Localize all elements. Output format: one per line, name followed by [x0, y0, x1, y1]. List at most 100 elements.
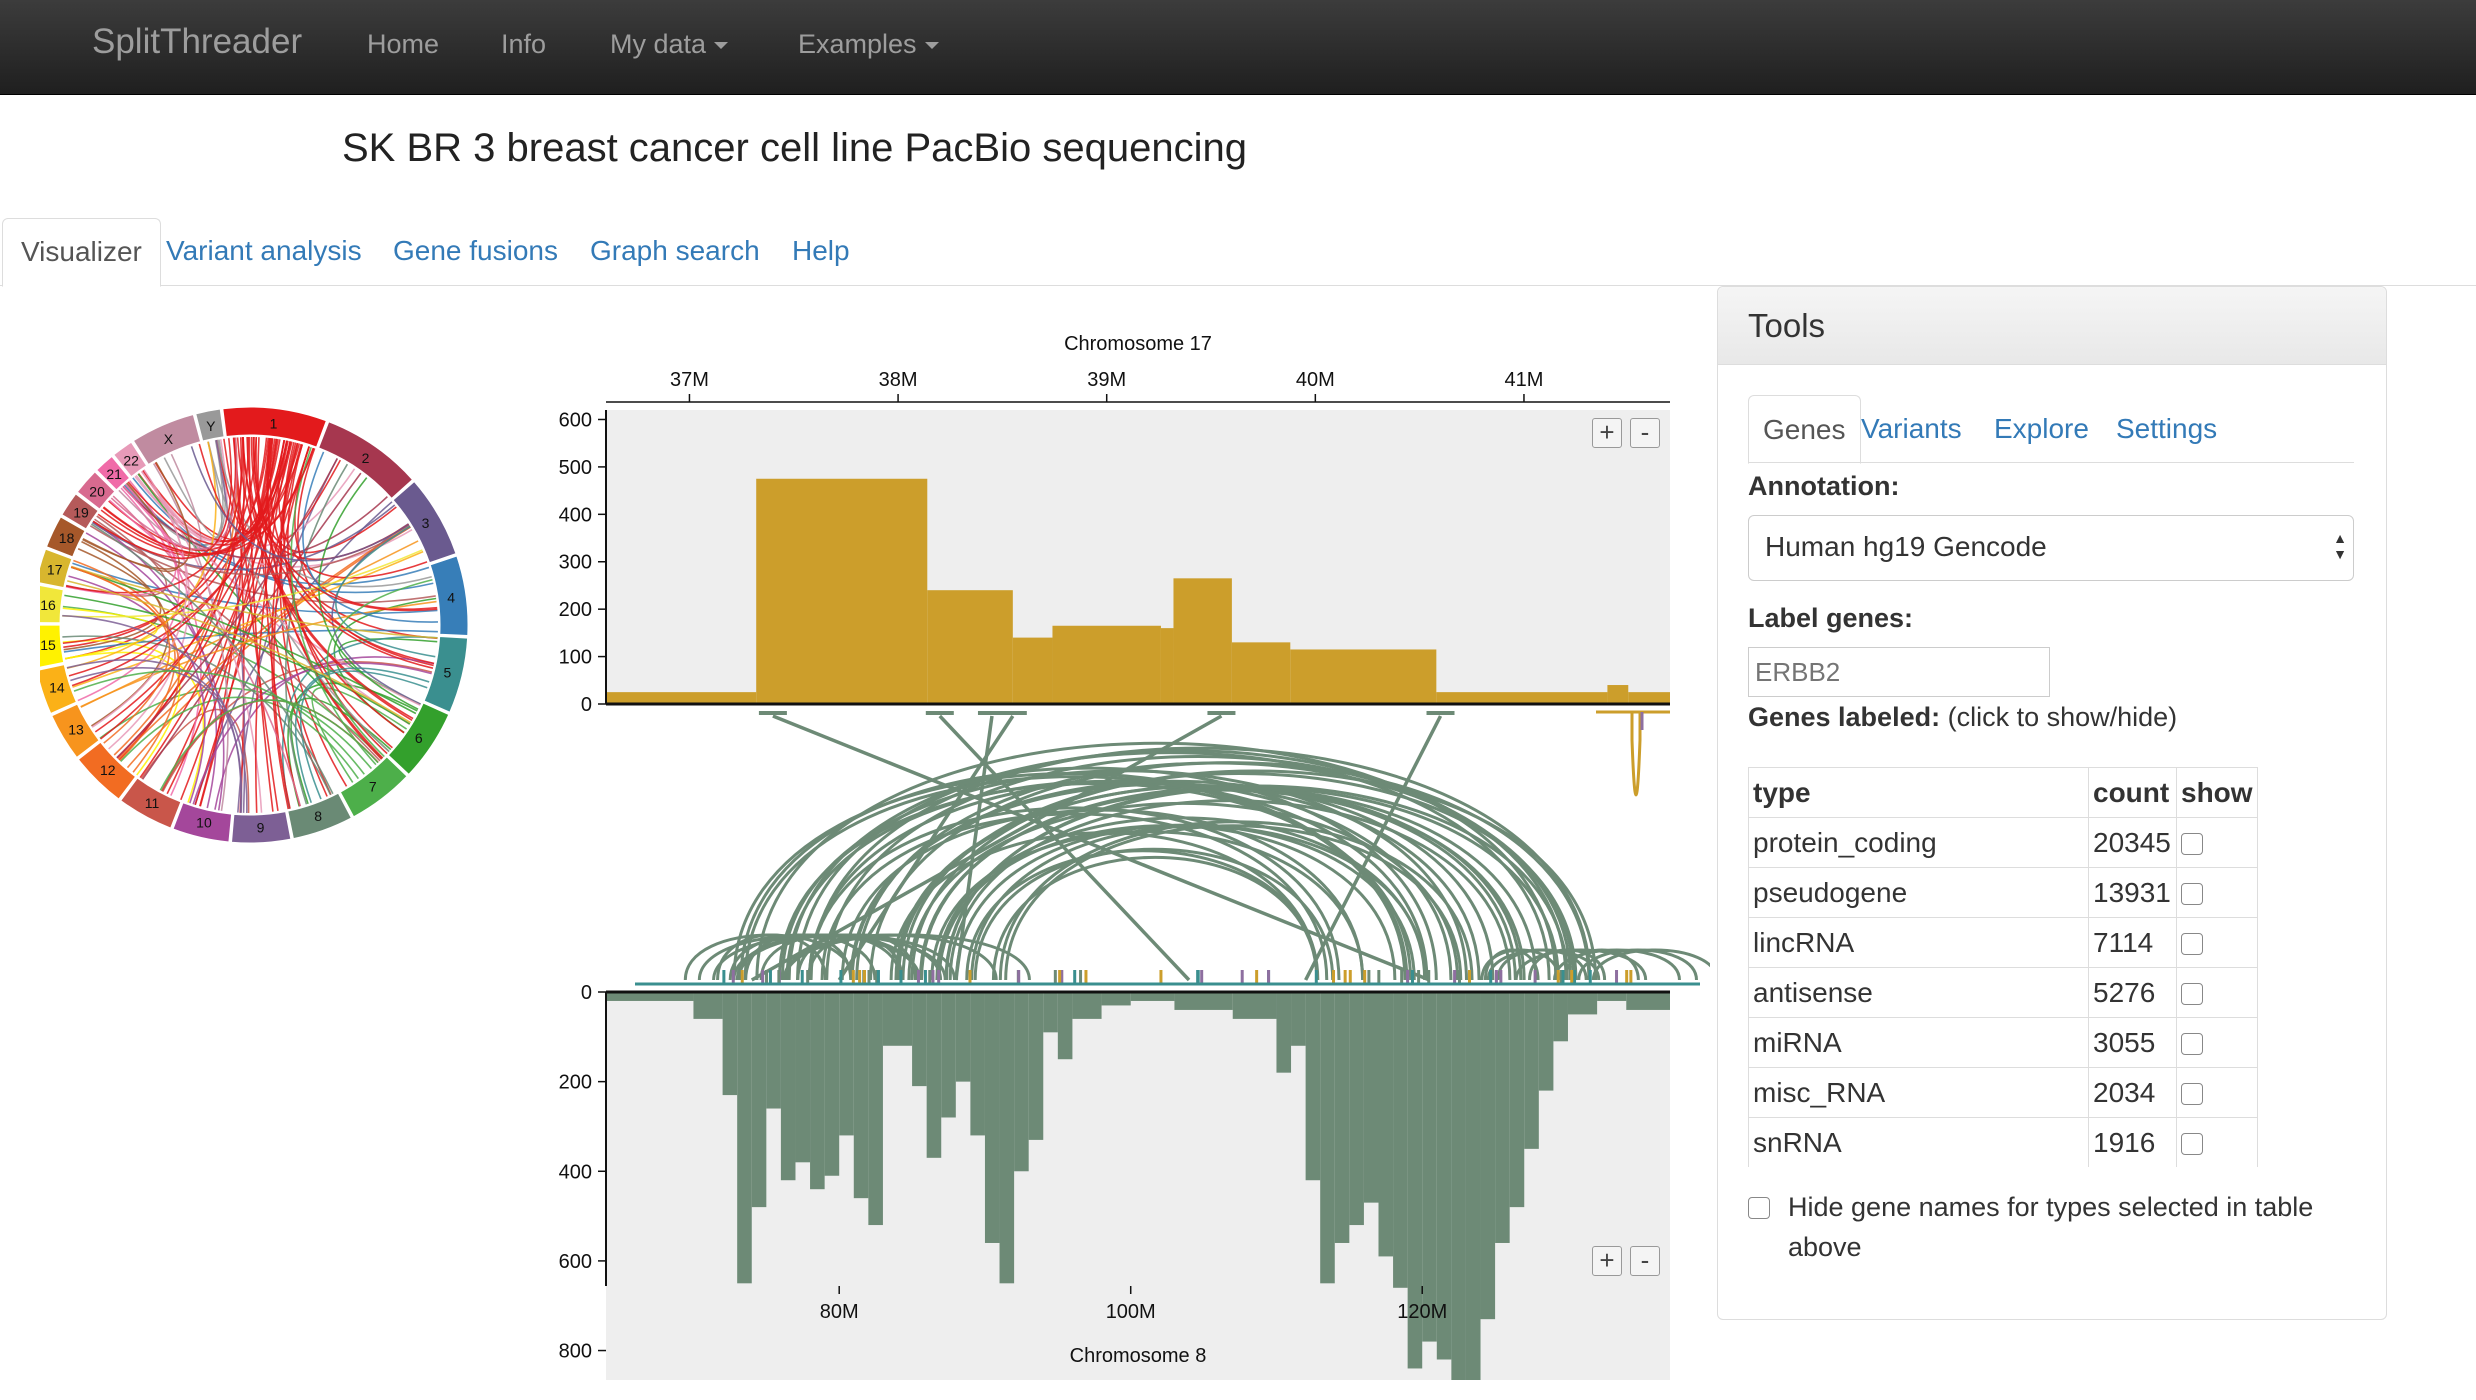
bottom-zoom-out-button[interactable]: - — [1630, 1246, 1660, 1276]
header-show[interactable]: show — [2176, 767, 2258, 818]
translocation-link — [199, 440, 289, 807]
translocation-link — [70, 566, 171, 744]
translocation-link — [62, 635, 332, 796]
header-count[interactable]: count — [2088, 767, 2177, 818]
nav-my-data[interactable]: My data — [610, 29, 729, 60]
nav-home[interactable]: Home — [367, 29, 440, 59]
subtab-genes[interactable]: Genes — [1748, 395, 1861, 464]
chromosome-15-segment — [40, 624, 65, 668]
translocation-link — [124, 484, 430, 585]
top-zoom-in-button[interactable]: + — [1592, 418, 1622, 448]
y-tick-label: 0 — [581, 694, 592, 716]
table-row[interactable]: pseudogene 13931 — [1748, 867, 2258, 918]
brand-logo[interactable]: SplitThreader — [92, 22, 303, 61]
chromosome-8-segment — [287, 792, 353, 840]
coverage-bar — [1628, 692, 1670, 704]
top-coverage-bars — [606, 478, 1670, 704]
show-checkbox[interactable] — [2181, 1133, 2203, 1156]
translocation-link — [299, 670, 428, 800]
coverage-bar — [882, 992, 913, 1046]
tab-variant-analysis[interactable]: Variant analysis — [166, 235, 362, 266]
table-row[interactable]: misc_RNA 2034 — [1748, 1067, 2258, 1118]
translocation-link — [71, 440, 286, 687]
x-tick-label: 38M — [879, 369, 918, 391]
coverage-bar — [926, 992, 942, 1158]
bottom-gene-features — [635, 970, 1700, 986]
coverage-bar — [1524, 992, 1539, 1149]
coverage-bar — [737, 992, 752, 1284]
subtab-explore[interactable]: Explore — [1994, 413, 2089, 444]
show-checkbox[interactable] — [2181, 1033, 2203, 1056]
translocation-link — [66, 659, 248, 813]
count-cell: 2034 — [2088, 1067, 2177, 1118]
show-checkbox[interactable] — [2181, 983, 2203, 1006]
coverage-bar — [839, 992, 854, 1136]
page-title: SK BR 3 breast cancer cell line PacBio s… — [342, 126, 1247, 170]
x-tick-label: 40M — [1296, 369, 1335, 391]
table-row[interactable]: snRNA 1916 — [1748, 1117, 2258, 1167]
tab-graph-search[interactable]: Graph search — [590, 235, 760, 266]
nav-examples[interactable]: Examples — [798, 29, 939, 60]
type-cell: misc_RNA — [1748, 1067, 2089, 1118]
chromosome-13-label: 13 — [68, 722, 84, 738]
table-row[interactable]: miRNA 3055 — [1748, 1017, 2258, 1068]
translocation-link — [122, 485, 388, 560]
label-genes-input[interactable] — [1748, 647, 2050, 697]
chromosome-11-segment — [120, 777, 182, 829]
variant-connection — [938, 714, 1191, 982]
chromosome-7-segment — [339, 756, 408, 818]
intrachromosomal-arc — [973, 847, 1335, 981]
table-row[interactable]: antisense 5276 — [1748, 967, 2258, 1018]
subtab-settings[interactable]: Settings — [2116, 413, 2218, 444]
translocation-link — [116, 458, 339, 759]
show-checkbox[interactable] — [2181, 883, 2203, 906]
hide-gene-names-checkbox[interactable] — [1748, 1197, 1770, 1219]
translocation-link — [163, 441, 223, 539]
hide-gene-names-option[interactable]: Hide gene names for types selected in ta… — [1748, 1187, 2368, 1267]
intrachromosomal-arcs[interactable] — [683, 741, 1710, 981]
tab-visualizer[interactable]: Visualizer — [2, 218, 161, 287]
coverage-bar — [1436, 692, 1608, 704]
top-zoom-out-button[interactable]: - — [1630, 418, 1660, 448]
coverage-bar — [999, 992, 1015, 1284]
annotation-select[interactable]: Human hg19 Gencode ▲ ▼ — [1748, 515, 2354, 581]
coverage-bar — [795, 992, 811, 1163]
show-checkbox[interactable] — [2181, 933, 2203, 956]
gene-types-table-scroll[interactable]: type count show protein_coding 20345 pse… — [1748, 767, 2268, 1167]
table-row[interactable]: lincRNA 7114 — [1748, 917, 2258, 968]
coverage-bar — [1057, 992, 1073, 1060]
chromosome-X-segment — [132, 413, 202, 466]
tab-gene-fusions[interactable]: Gene fusions — [393, 235, 558, 266]
intrachromosomal-arc — [782, 933, 998, 981]
chromosome-visualizer[interactable]: Chromosome 17 37M 38M 39M 40M 41M 600 500 400 3… — [530, 320, 1710, 1380]
intrachromosomal-arc — [1553, 948, 1681, 981]
show-checkbox[interactable] — [2181, 833, 2203, 856]
show-checkbox[interactable] — [2181, 1083, 2203, 1106]
translocation-link — [80, 540, 419, 708]
intrachromosomal-arc — [785, 780, 1429, 981]
bottom-zoom-in-button[interactable]: + — [1592, 1246, 1622, 1276]
coverage-bar — [1378, 992, 1394, 1257]
coverage-bar — [1291, 992, 1306, 1046]
translocation-link — [68, 575, 206, 804]
intrachromosomal-arc — [807, 806, 1341, 981]
tab-help[interactable]: Help — [792, 235, 850, 266]
translocation-link — [271, 443, 302, 810]
intrachromosomal-arc — [795, 749, 1568, 981]
coverage-bar — [751, 992, 767, 1208]
chromosome-6-label: 6 — [415, 730, 423, 746]
translocation-link — [180, 438, 278, 801]
chromosome-5-segment — [423, 635, 469, 713]
chromosome-2-label: 2 — [362, 450, 370, 466]
coverage-bar — [1436, 992, 1452, 1360]
nav-info[interactable]: Info — [501, 29, 547, 59]
header-type[interactable]: type — [1748, 767, 2089, 818]
table-row[interactable]: protein_coding 20345 — [1748, 817, 2258, 868]
intrachromosomal-arc — [683, 933, 855, 981]
coverage-bar — [606, 992, 694, 1001]
genes-labeled-hint: (click to show/hide) — [1947, 702, 2178, 732]
subtab-variants[interactable]: Variants — [1861, 413, 1962, 444]
intrachromosomal-arc — [820, 812, 1329, 981]
y-tick-label: 400 — [559, 1161, 592, 1183]
